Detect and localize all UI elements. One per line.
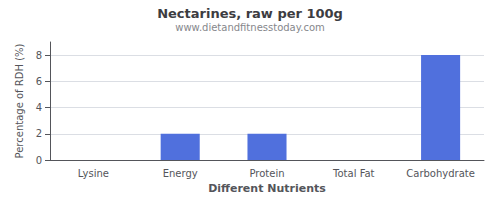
svg-text:Total Fat: Total Fat	[332, 168, 374, 179]
svg-text:Energy: Energy	[163, 168, 198, 179]
svg-text:0: 0	[36, 155, 42, 166]
svg-text:Different Nutrients: Different Nutrients	[208, 182, 326, 195]
svg-text:4: 4	[36, 102, 42, 113]
svg-text:www.dietandfitnesstoday.com: www.dietandfitnesstoday.com	[175, 22, 324, 33]
svg-text:Carbohydrate: Carbohydrate	[406, 168, 475, 179]
svg-text:Nectarines, raw per 100g: Nectarines, raw per 100g	[157, 6, 343, 21]
svg-text:6: 6	[36, 76, 42, 87]
svg-text:Percentage of RDH (%): Percentage of RDH (%)	[14, 43, 25, 158]
svg-text:2: 2	[36, 128, 42, 139]
svg-text:8: 8	[36, 50, 42, 61]
svg-text:Protein: Protein	[249, 168, 284, 179]
svg-text:Lysine: Lysine	[78, 168, 109, 179]
